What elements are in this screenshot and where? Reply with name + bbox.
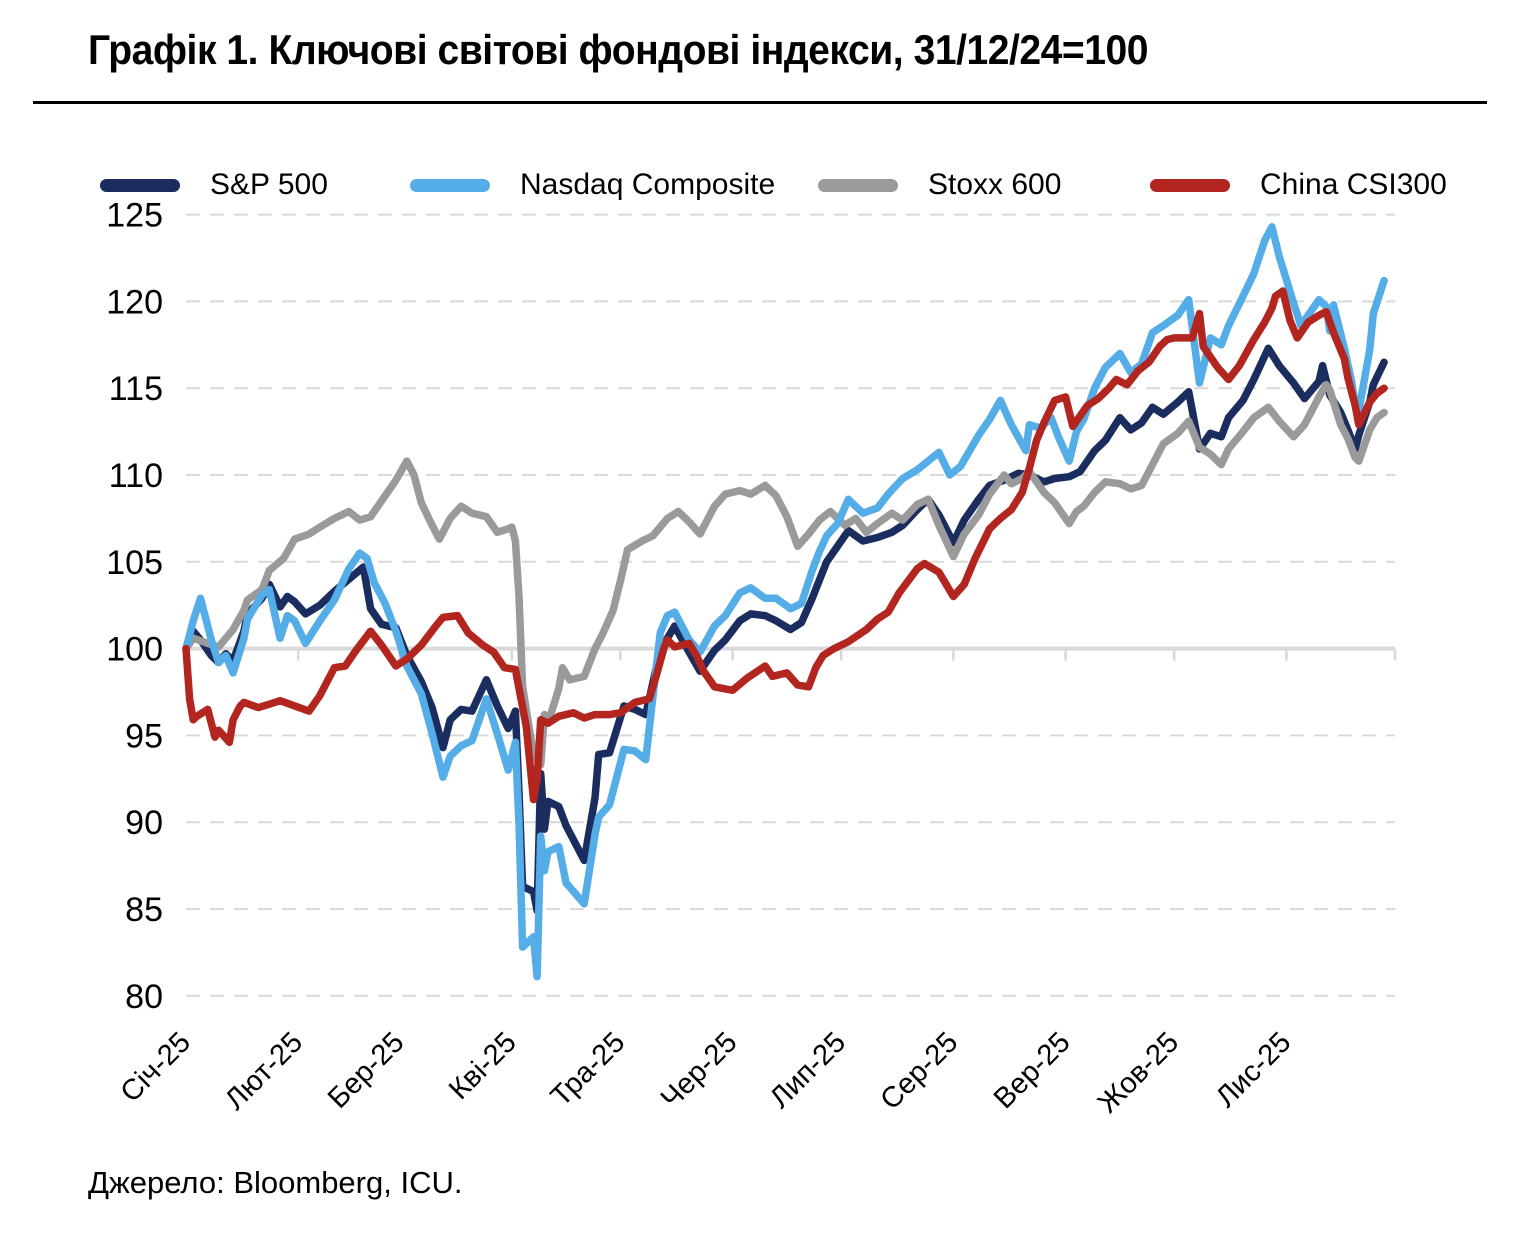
legend-item-sp500: S&P 500 [100, 168, 328, 202]
x-axis-label-Лис-25: Лис-25 [1210, 1026, 1297, 1113]
x-axis-label-Бер-25: Бер-25 [322, 1026, 411, 1115]
title-divider [33, 101, 1487, 104]
chart-legend: S&P 500 Nasdaq Composite Stoxx 600 China… [0, 168, 1520, 208]
y-axis-label-100: 100 [106, 631, 163, 669]
legend-label-nasdaq: Nasdaq Composite [520, 168, 776, 201]
legend-label-csi300: China CSI300 [1260, 168, 1447, 201]
legend-label-sp500: S&P 500 [210, 168, 328, 201]
page-title: Графік 1. Ключові світові фондові індекс… [88, 26, 1149, 73]
x-axis-label-Лип-25: Лип-25 [764, 1026, 852, 1114]
x-axis-label-Кві-25: Кві-25 [443, 1026, 523, 1106]
y-axis-label-120: 120 [106, 283, 163, 321]
stoxx600-line-swatch [818, 178, 898, 192]
y-axis-label-80: 80 [125, 978, 163, 1016]
series-line-stoxx600 [182, 380, 1388, 769]
x-axis-label-Вер-25: Вер-25 [988, 1026, 1077, 1115]
series-line-nasdaq [182, 223, 1388, 981]
legend-label-stoxx600: Stoxx 600 [928, 168, 1062, 201]
x-axis-label-Сер-25: Сер-25 [874, 1026, 964, 1116]
y-axis-label-105: 105 [106, 544, 163, 582]
x-axis-label-Лют-25: Лют-25 [219, 1026, 309, 1116]
y-axis-label-85: 85 [125, 891, 163, 929]
sp500-line-swatch [100, 178, 180, 192]
series-line-sp500 [182, 344, 1388, 915]
x-axis-label-Жов-25: Жов-25 [1092, 1026, 1185, 1119]
x-axis-label-Тра-25: Тра-25 [545, 1026, 631, 1112]
nasdaq-line-swatch [410, 178, 490, 192]
x-axis-label-Чер-25: Чер-25 [655, 1026, 744, 1115]
x-axis-label-Січ-25: Січ-25 [115, 1026, 197, 1108]
y-axis-label-125: 125 [106, 197, 163, 235]
y-axis-label-115: 115 [109, 370, 163, 408]
y-axis-label-110: 110 [109, 457, 163, 495]
legend-item-nasdaq: Nasdaq Composite [410, 168, 775, 202]
csi300-line-swatch [1150, 178, 1230, 192]
series-line-csi300 [182, 287, 1388, 804]
source-note: Джерело: Bloomberg, ICU. [88, 1165, 463, 1200]
legend-item-stoxx600: Stoxx 600 [818, 168, 1061, 202]
y-axis-label-90: 90 [125, 804, 163, 842]
legend-item-csi300: China CSI300 [1150, 168, 1447, 202]
y-axis-label-95: 95 [125, 717, 163, 755]
